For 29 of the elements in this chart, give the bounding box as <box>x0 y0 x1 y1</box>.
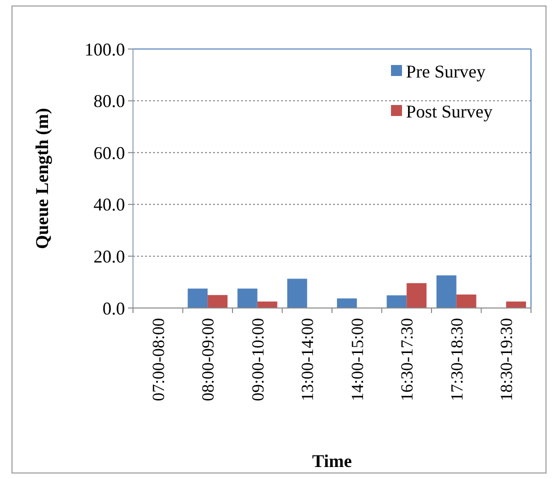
bar <box>436 275 456 308</box>
x-tick-label: 08:00-09:00 <box>198 318 218 402</box>
bar <box>188 288 208 308</box>
bar <box>287 278 308 308</box>
bar <box>208 295 228 308</box>
x-tick-label: 07:00-08:00 <box>148 318 168 402</box>
x-tick-label: 16:30-17:30 <box>398 318 417 402</box>
bar <box>237 288 258 308</box>
y-tick-label: 100.0 <box>84 39 125 60</box>
x-tick-label: 09:00-10:00 <box>248 318 268 402</box>
y-axis-title: Queue Length (m) <box>32 108 52 249</box>
bar <box>406 283 427 308</box>
x-tick-label: 18:30-19:30 <box>497 318 516 402</box>
bar <box>257 302 278 308</box>
x-tick-label: 14:00-15:00 <box>348 318 367 402</box>
x-tick-label: 13:00-14:00 <box>298 318 318 402</box>
x-axis-title: Time <box>312 451 352 471</box>
bar <box>336 298 357 308</box>
bar <box>386 295 407 308</box>
bar <box>456 294 476 308</box>
y-tick-label: 20.0 <box>94 246 125 266</box>
y-tick-label: 0.0 <box>102 298 125 318</box>
legend-label: Post Survey <box>406 101 493 122</box>
y-tick-label: 80.0 <box>94 91 125 112</box>
legend-label: Pre Survey <box>406 61 486 82</box>
bar <box>506 302 526 308</box>
y-tick-label: 60.0 <box>94 142 125 163</box>
y-tick-label: 40.0 <box>94 194 125 215</box>
x-tick-label: 17:30-18:30 <box>447 318 466 402</box>
